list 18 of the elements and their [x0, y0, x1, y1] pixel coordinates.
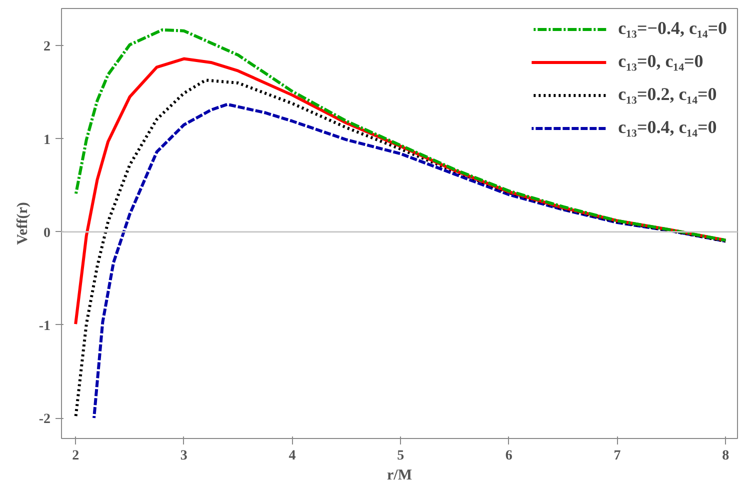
y-tick-label: 2	[44, 40, 50, 55]
legend-label: c₁₃=0, c₁₄=0	[618, 51, 704, 72]
x-tick-label: 6	[505, 448, 512, 464]
legend-label: c₁₃=0.2, c₁₄=0	[618, 84, 717, 105]
y-tick-label: 1	[44, 132, 50, 148]
y-tick-label: 0	[44, 226, 50, 241]
x-tick-label: 5	[397, 448, 404, 464]
x-tick-label: 7	[614, 448, 621, 464]
y-axis-title: Veff(r)	[14, 202, 31, 245]
x-axis-title: r/M	[387, 468, 412, 484]
legend-label: c₁₃=0.4, c₁₄=0	[618, 117, 717, 138]
x-tick-label: 2	[72, 448, 80, 464]
y-tick-label: -1	[38, 318, 51, 334]
x-tick-label: 4	[288, 448, 296, 464]
x-tick-label: 3	[180, 448, 188, 464]
x-tick-label: 8	[722, 448, 730, 464]
legend-label: c₁₃=−0.4, c₁₄=0	[618, 18, 727, 39]
y-tick-label: -2	[38, 412, 51, 428]
